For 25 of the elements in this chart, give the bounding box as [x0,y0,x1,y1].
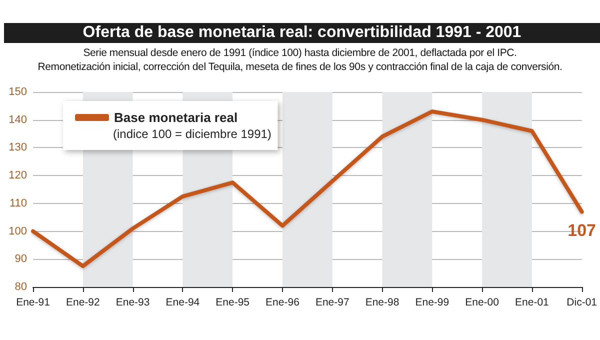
y-tick-label: 80 [14,281,27,293]
data-label: 107 [568,220,596,240]
x-tick-label: Ene-93 [116,296,150,308]
x-tick-label: Ene-94 [166,296,200,308]
y-tick-label: 100 [8,225,27,238]
x-tick-label: Ene-91 [16,296,50,308]
x-tick-label: Ene-97 [315,296,350,308]
y-tick-label: 150 [8,86,27,98]
x-tick-label: Ene-00 [465,296,500,308]
chart-subtitle: Serie mensual desde enero de 1991 (índice 100) hasta diciembre de 2001, deflactada por el IPC. Remonetización inicial, corrección del Tequila, meseta de fines de los 90s y contracción final de la caja de conversión. [36,46,564,74]
x-tick-label: Ene-98 [365,296,400,308]
y-tick-label: 90 [14,253,27,266]
x-tick-label: Ene-96 [266,296,300,308]
x-tick-label: Dic-01 [566,296,598,308]
x-tick-label: Ene-92 [66,296,100,308]
x-tick-label: Ene-01 [515,296,550,308]
chart-title: Oferta de base monetaria real: convertibilidad 1991 - 2001 [4,23,600,43]
y-tick-label: 110 [9,197,27,210]
legend-label: Base monetaria real [114,110,238,125]
x-tick-label: Ene-99 [415,296,450,308]
x-tick-label: Ene-95 [216,296,250,308]
y-tick-label: 140 [8,114,27,126]
y-tick-label: 130 [8,142,27,154]
y-tick-label: 120 [8,170,27,182]
annotation: (indice 100 = diciembre 1991) [113,127,272,141]
